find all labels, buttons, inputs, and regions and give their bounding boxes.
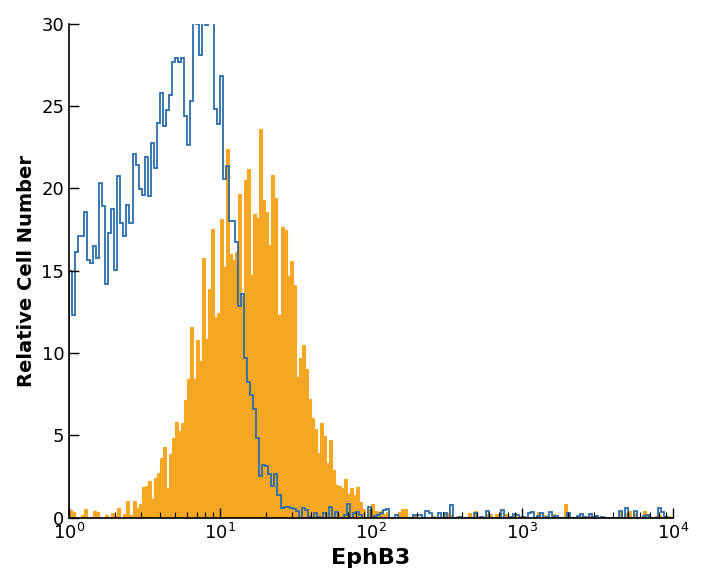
Y-axis label: Relative Cell Number: Relative Cell Number — [17, 155, 36, 387]
X-axis label: EphB3: EphB3 — [332, 548, 411, 569]
